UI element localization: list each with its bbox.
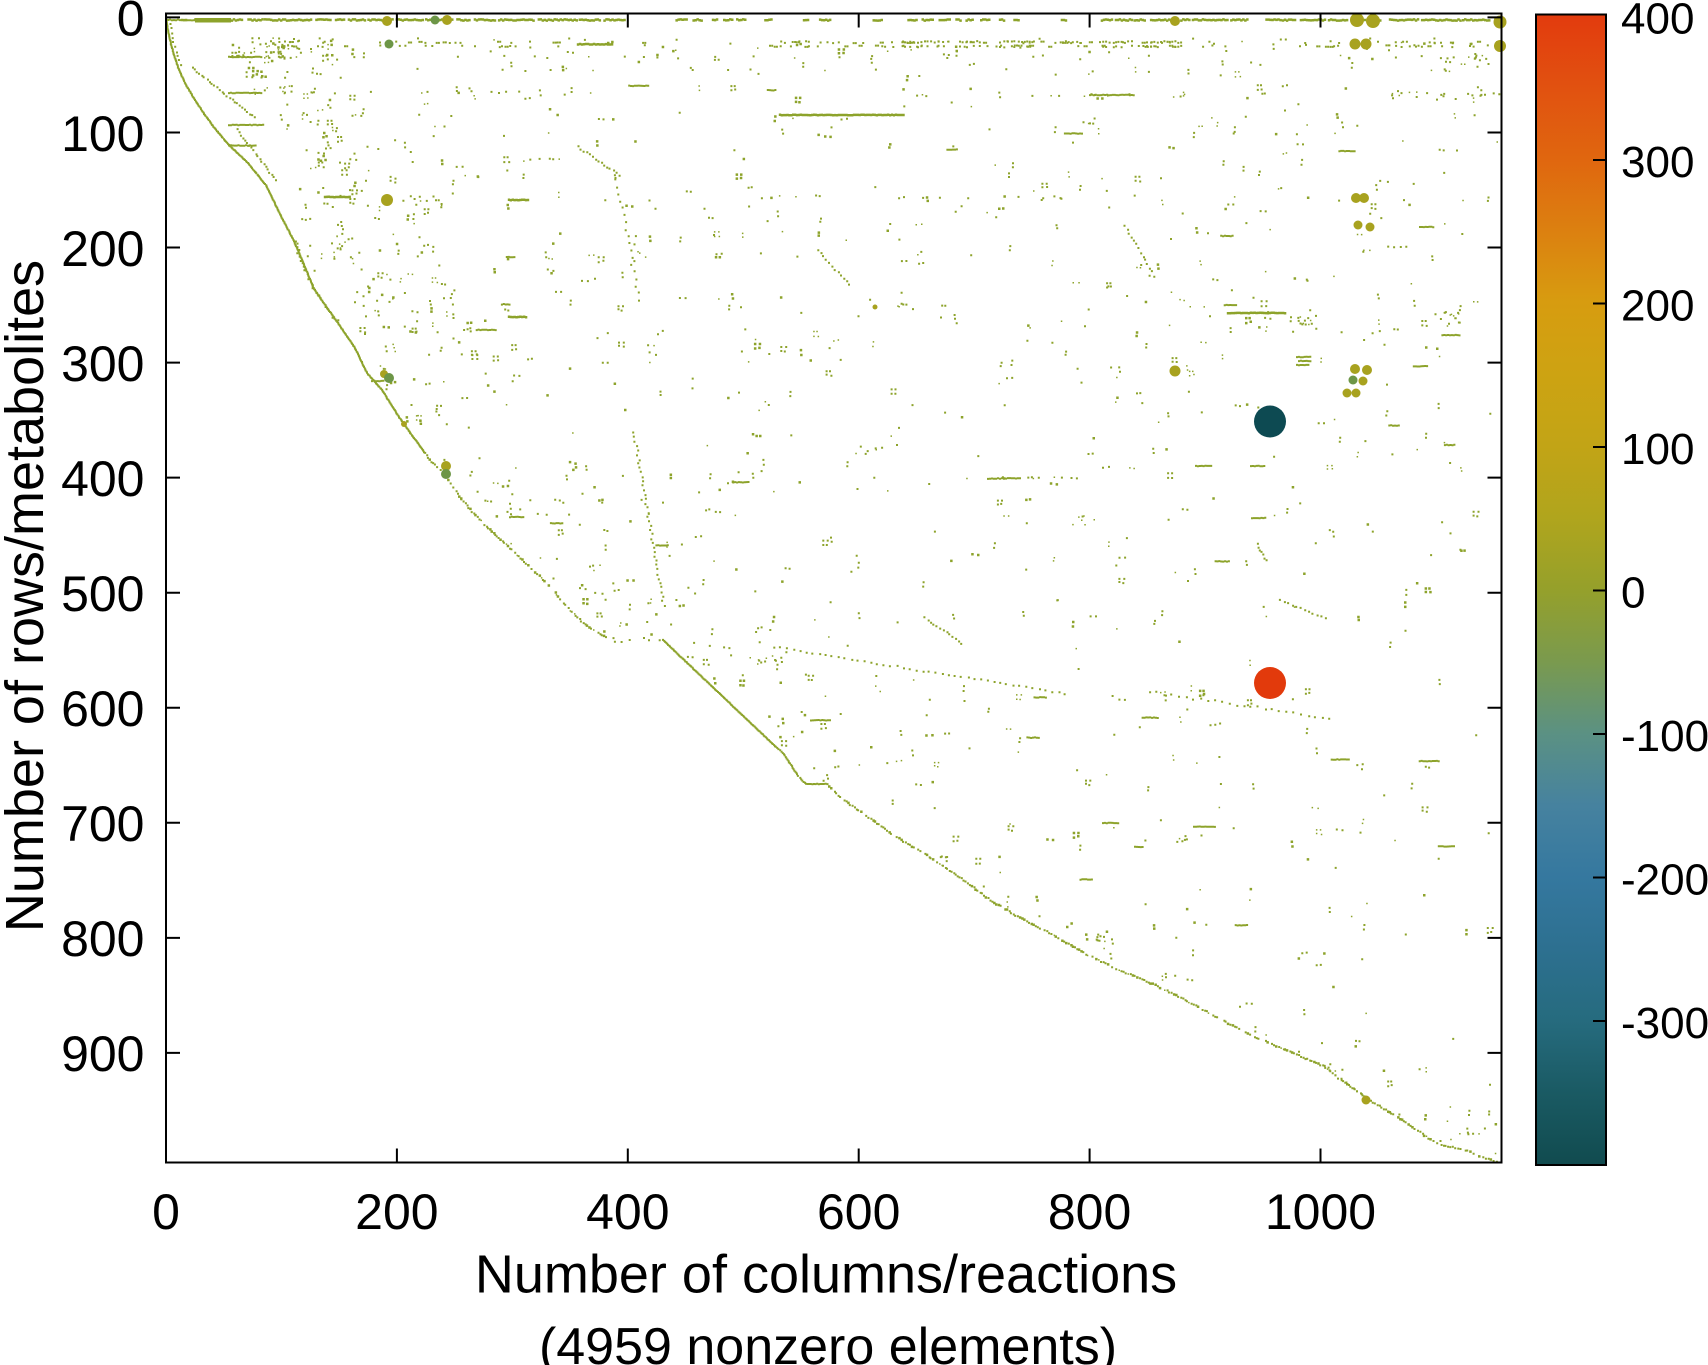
svg-text:500: 500: [61, 566, 144, 622]
svg-text:Number of rows/metabolites: Number of rows/metabolites: [0, 260, 55, 932]
svg-text:1000: 1000: [1265, 1184, 1376, 1240]
svg-text:0: 0: [1621, 569, 1645, 618]
svg-text:-100: -100: [1621, 712, 1708, 761]
svg-text:600: 600: [817, 1184, 900, 1240]
svg-text:0: 0: [117, 0, 145, 47]
svg-text:200: 200: [355, 1184, 438, 1240]
svg-text:100: 100: [61, 106, 144, 162]
svg-text:800: 800: [1048, 1184, 1131, 1240]
svg-text:300: 300: [1621, 138, 1694, 187]
svg-text:400: 400: [1621, 0, 1694, 44]
svg-text:800: 800: [61, 911, 144, 967]
svg-text:400: 400: [586, 1184, 669, 1240]
svg-text:Number of columns/reactions: Number of columns/reactions: [475, 1245, 1177, 1305]
svg-text:200: 200: [1621, 282, 1694, 331]
svg-text:700: 700: [61, 796, 144, 852]
svg-text:300: 300: [61, 336, 144, 392]
svg-text:100: 100: [1621, 425, 1694, 474]
svg-text:0: 0: [152, 1184, 180, 1240]
svg-text:200: 200: [61, 221, 144, 277]
svg-text:-300: -300: [1621, 999, 1708, 1048]
svg-text:600: 600: [61, 681, 144, 737]
svg-text:-200: -200: [1621, 856, 1708, 905]
svg-text:900: 900: [61, 1026, 144, 1082]
svg-text:400: 400: [61, 451, 144, 507]
svg-text:(4959 nonzero elements): (4959 nonzero elements): [539, 1318, 1117, 1365]
